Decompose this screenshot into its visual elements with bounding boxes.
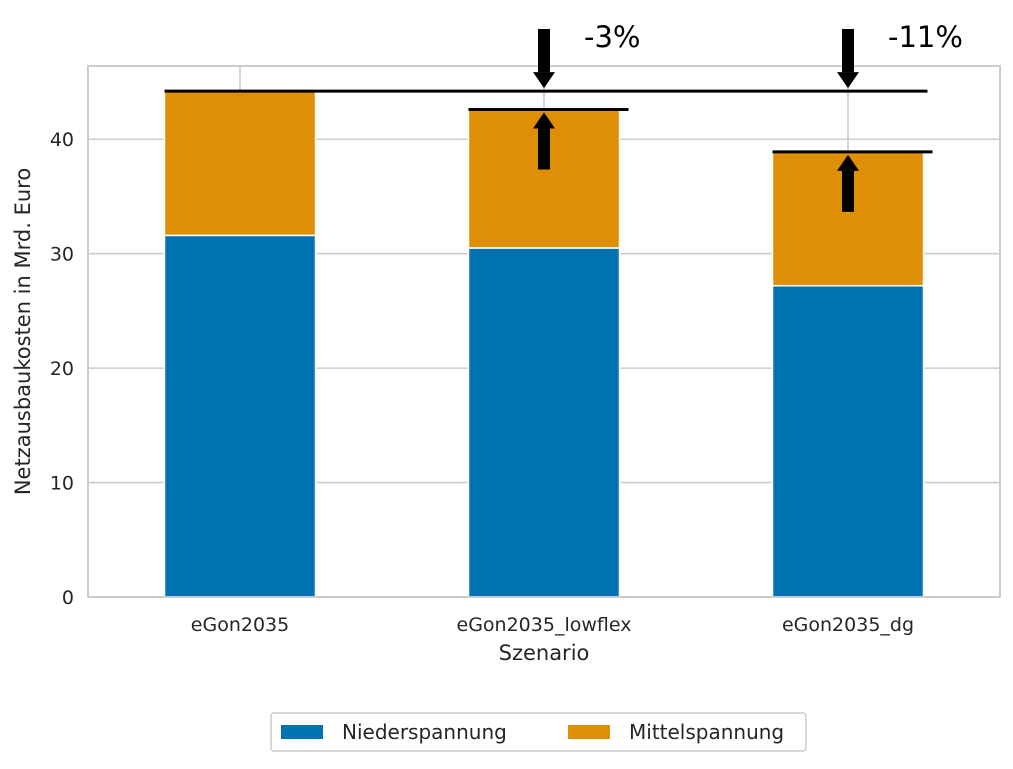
legend-box: [270, 712, 807, 752]
y-tick-label: 20: [50, 358, 74, 380]
y-tick-label: 0: [62, 587, 74, 609]
up-arrow-shaft: [538, 128, 550, 170]
up-arrow-head: [533, 112, 555, 129]
bar-niederspannung: [467, 247, 621, 598]
bar-mittelspannung: [163, 90, 317, 237]
up-arrow-head: [837, 154, 859, 171]
legend-swatch-mittelspannung: [568, 725, 610, 739]
down-arrow-head: [837, 72, 859, 89]
y-tick-label: 30: [50, 244, 74, 266]
down-arrow-head: [533, 72, 555, 89]
y-axis-title: Netzausbaukosten in Mrd. Euro: [11, 168, 35, 495]
down-arrow-shaft: [842, 29, 854, 73]
bar-niederspannung: [771, 284, 925, 598]
legend-label: Mittelspannung: [629, 720, 784, 744]
bar-niederspannung: [163, 234, 317, 598]
reduction-label: -11%: [888, 20, 963, 54]
x-tick-label: eGon2035_lowflex: [457, 614, 632, 636]
down-arrow-shaft: [538, 29, 550, 73]
legend-label: Niederspannung: [342, 720, 507, 744]
x-tick-label: eGon2035_dg: [782, 614, 914, 636]
reduction-label: -3%: [584, 20, 640, 54]
up-arrow-shaft: [842, 170, 854, 212]
x-axis-title: Szenario: [499, 641, 590, 665]
x-tick-label: eGon2035: [191, 614, 289, 636]
legend-swatch-niederspannung: [281, 725, 323, 739]
y-tick-label: 40: [50, 129, 74, 151]
y-tick-label: 10: [50, 473, 74, 495]
